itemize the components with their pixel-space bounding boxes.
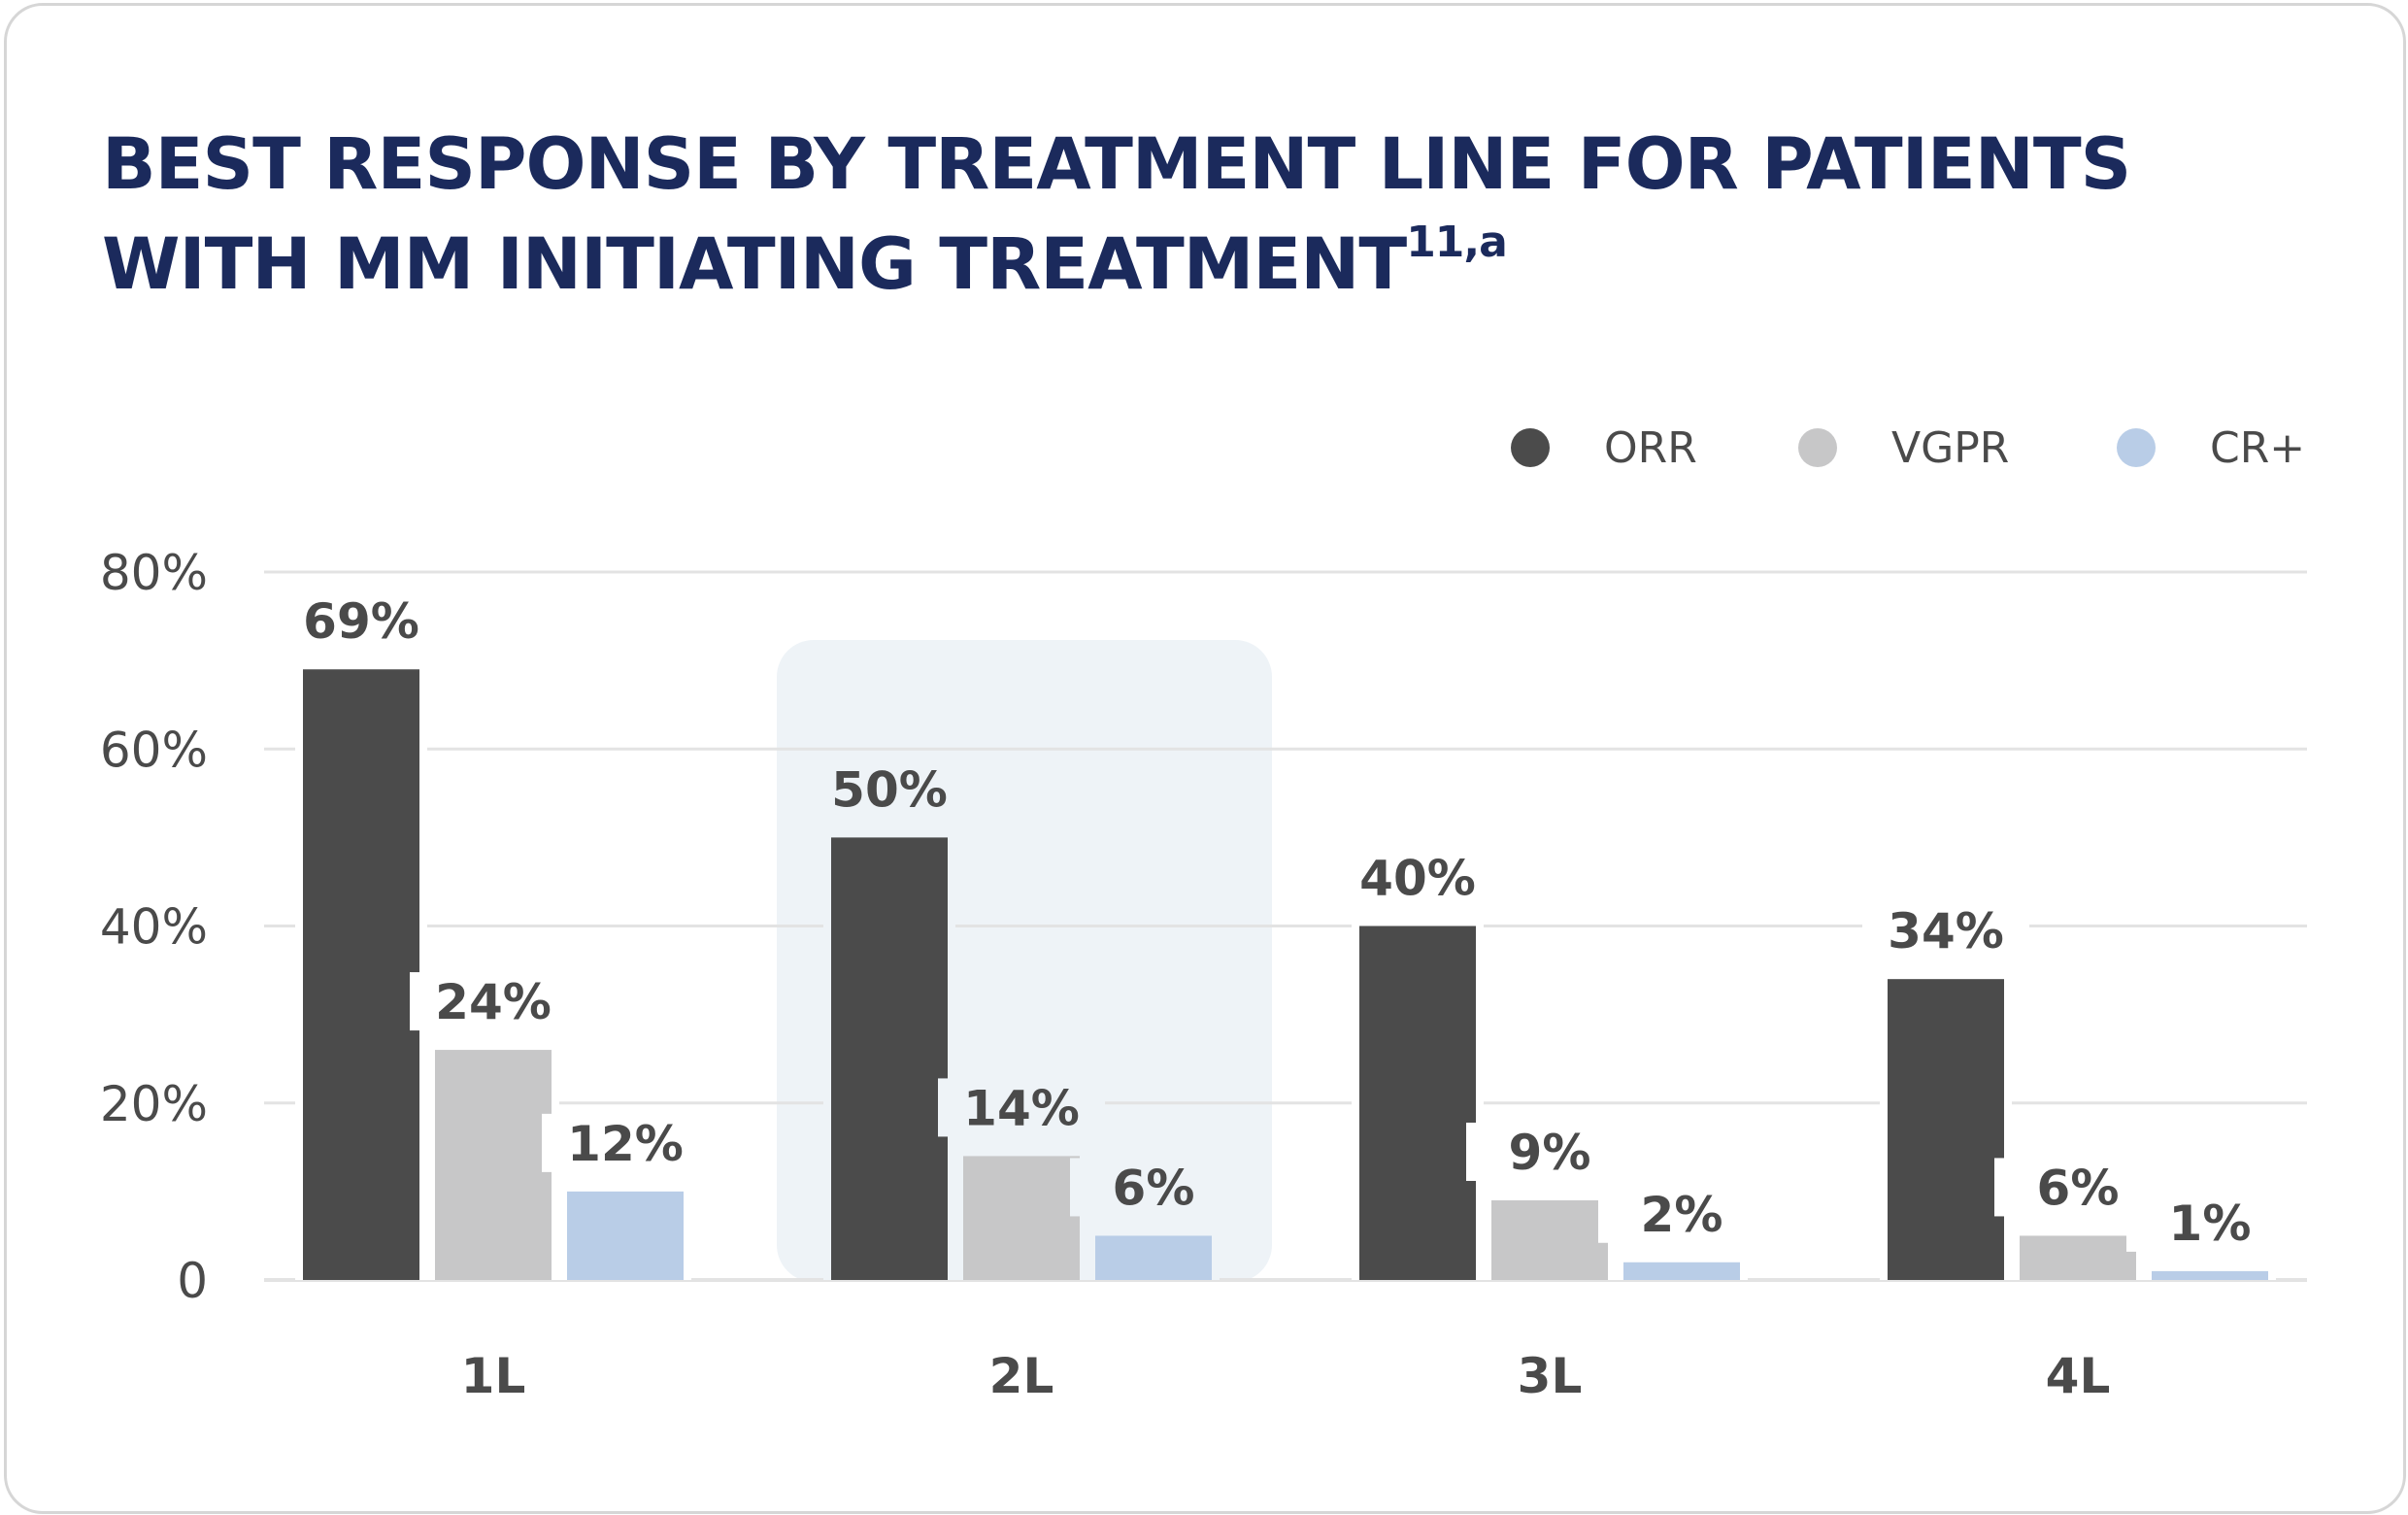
x-tick-label: 3L (1518, 1348, 1583, 1404)
y-tick-label: 80% (100, 545, 208, 601)
bar-vgpr-1l (435, 1050, 552, 1280)
data-label: 12% (567, 1116, 684, 1172)
bar-orr-1l (303, 669, 419, 1280)
bar-orr-2l (831, 837, 948, 1280)
legend-label-orr: ORR (1604, 422, 1697, 473)
legend-swatch-vgpr (1798, 428, 1837, 467)
legend-item-orr: ORR (1511, 416, 1697, 480)
legend-label-vgpr: VGPR (1891, 422, 2010, 473)
data-label-bg (410, 972, 577, 1031)
data-label: 14% (963, 1080, 1080, 1136)
data-label-bg (806, 759, 973, 819)
x-tick-label: 4L (2046, 1348, 2111, 1404)
data-label: 1% (2169, 1195, 2252, 1252)
data-label-bg (542, 1113, 709, 1172)
chart-title-superscript: 11,a (1406, 217, 1508, 267)
chart-title-line-2-text: WITH MM INITIATING TREATMENT (102, 223, 1407, 306)
legend-item-cr-plus: CR+ (2117, 416, 2305, 480)
bar-vgpr-4l (2020, 1235, 2136, 1280)
y-axis-ticks: 0 20% 40% 60% 80% (100, 545, 208, 1309)
data-label-bg (278, 591, 445, 651)
data-labels: 69% 24% 12% 50% 14% 6% 40% 9% 2% 34% 6% 1% (278, 591, 2293, 1252)
y-tick-label: 40% (100, 899, 208, 956)
x-tick-label: 2L (989, 1348, 1054, 1404)
bar-cr-plus-4l (2152, 1270, 2268, 1280)
legend-swatch-cr-plus (2117, 428, 2156, 467)
bar-cr-plus-2l (1095, 1235, 1212, 1280)
x-axis-ticks: 1L 2L 3L 4L (461, 1348, 2111, 1404)
chart-title-line-2: WITH MM INITIATING TREATMENT11,a (102, 215, 2335, 315)
legend-swatch-orr (1511, 428, 1550, 467)
bar-orr-4l (1888, 979, 2004, 1280)
data-label: 2% (1641, 1187, 1723, 1243)
data-label: 69% (303, 593, 419, 650)
x-tick-label: 1L (461, 1348, 526, 1404)
data-label: 9% (1509, 1125, 1591, 1181)
data-label: 6% (1113, 1160, 1195, 1216)
data-label: 24% (435, 974, 552, 1030)
data-label: 40% (1359, 851, 1476, 907)
data-label: 6% (2037, 1160, 2120, 1216)
data-label-bg (2126, 1193, 2293, 1252)
chart-title-line-1: BEST RESPONSE BY TREATMENT LINE FOR PATI… (102, 123, 2131, 206)
data-label-bg (938, 1078, 1105, 1137)
y-tick-label: 60% (100, 722, 208, 778)
data-label-bg (1862, 901, 2029, 960)
data-label-bg (1334, 848, 1501, 907)
y-tick-label: 20% (100, 1076, 208, 1132)
legend-label-cr-plus: CR+ (2210, 422, 2306, 473)
chart-legend: ORR VGPR CR+ (0, 416, 2408, 480)
bar-cr-plus-3l (1623, 1262, 1740, 1280)
data-label-bg (1070, 1158, 1237, 1217)
data-label-bg (1598, 1184, 1765, 1243)
bar-cr-plus-1l (567, 1191, 684, 1280)
bars (295, 667, 2276, 1280)
legend-item-vgpr: VGPR (1798, 416, 2009, 480)
data-label: 34% (1888, 903, 2004, 960)
y-tick-label: 0 (177, 1253, 208, 1309)
data-label-bg (1466, 1122, 1633, 1181)
bar-orr-3l (1359, 926, 1476, 1280)
data-label: 50% (831, 761, 948, 818)
bar-vgpr-2l (963, 1156, 1080, 1280)
bar-vgpr-3l (1491, 1199, 1608, 1280)
chart-title: BEST RESPONSE BY TREATMENT LINE FOR PATI… (102, 115, 2335, 315)
